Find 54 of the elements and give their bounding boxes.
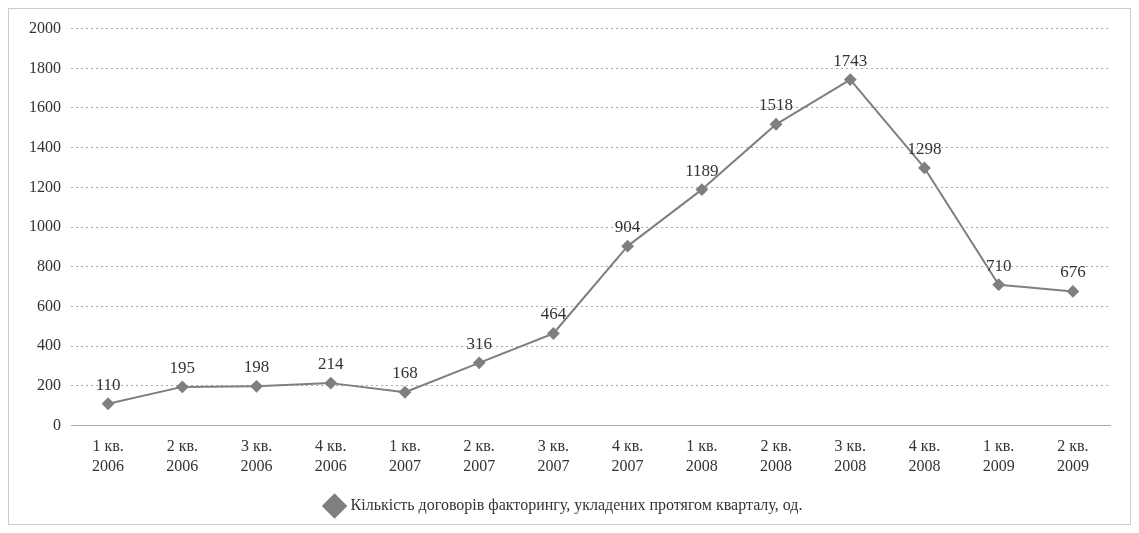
x-tick-label: 1 кв. 2009 [982, 437, 1015, 474]
point [398, 386, 411, 399]
data-label: 676 [1060, 262, 1086, 282]
point [102, 397, 115, 410]
y-tick-label: 200 [37, 376, 61, 394]
data-label: 168 [392, 363, 418, 383]
data-label: 316 [466, 333, 492, 353]
y-tick-label: 1600 [29, 98, 61, 116]
point [547, 327, 560, 340]
y-tick-label: 1400 [29, 137, 61, 155]
legend-label: Кількість договорів факторингу, укладених протягом кварталу, од. [350, 496, 803, 515]
data-label: 710 [985, 255, 1012, 275]
point [176, 380, 189, 393]
point [473, 356, 486, 369]
x-tick-label: 4 кв. 2006 [314, 437, 347, 474]
point [992, 278, 1005, 291]
y-tick-label: 1000 [29, 217, 61, 235]
data-label: 110 [95, 374, 121, 394]
y-tick-label: 1200 [29, 177, 61, 195]
y-tick-label: 800 [37, 257, 61, 274]
data-label: 214 [318, 354, 344, 374]
y-tick-label: 0 [53, 415, 61, 433]
data-label: 1743 [833, 50, 868, 70]
x-tick-label: 3 кв. 2006 [240, 437, 273, 474]
x-tick-label: 4 кв. 2007 [611, 437, 644, 474]
x-tick-label: 3 кв. 2008 [834, 437, 867, 474]
x-tick-label: 2 кв. 2008 [760, 437, 793, 474]
point [324, 377, 337, 390]
y-tick-label: 1800 [29, 58, 61, 76]
data-label: 1518 [759, 95, 794, 115]
point [621, 240, 634, 253]
x-tick-label: 2 кв. 2009 [1056, 437, 1089, 474]
x-tick-label: 3 кв. 2007 [537, 437, 570, 474]
y-tick-label: 2000 [29, 18, 61, 36]
x-tick-label: 4 кв. 2008 [908, 437, 941, 474]
x-tick-label: 2 кв. 2007 [463, 437, 496, 474]
point [918, 161, 931, 174]
data-label: 195 [169, 357, 196, 377]
point [1066, 285, 1079, 298]
x-tick-label: 1 кв. 2008 [685, 437, 718, 474]
point [844, 73, 857, 86]
point [695, 183, 708, 196]
data-label: 464 [540, 304, 567, 324]
x-tick-label: 2 кв. 2006 [166, 437, 199, 474]
data-label: 1298 [907, 138, 942, 158]
y-tick-label: 600 [37, 296, 61, 314]
x-tick-label: 1 кв. 2007 [388, 437, 421, 474]
y-tick-label: 400 [37, 336, 61, 354]
point [770, 118, 783, 131]
data-label: 1189 [685, 160, 719, 180]
data-label: 198 [243, 357, 270, 377]
data-label: 904 [614, 217, 641, 237]
point [250, 380, 263, 393]
x-tick-label: 1 кв. 2006 [92, 437, 125, 474]
